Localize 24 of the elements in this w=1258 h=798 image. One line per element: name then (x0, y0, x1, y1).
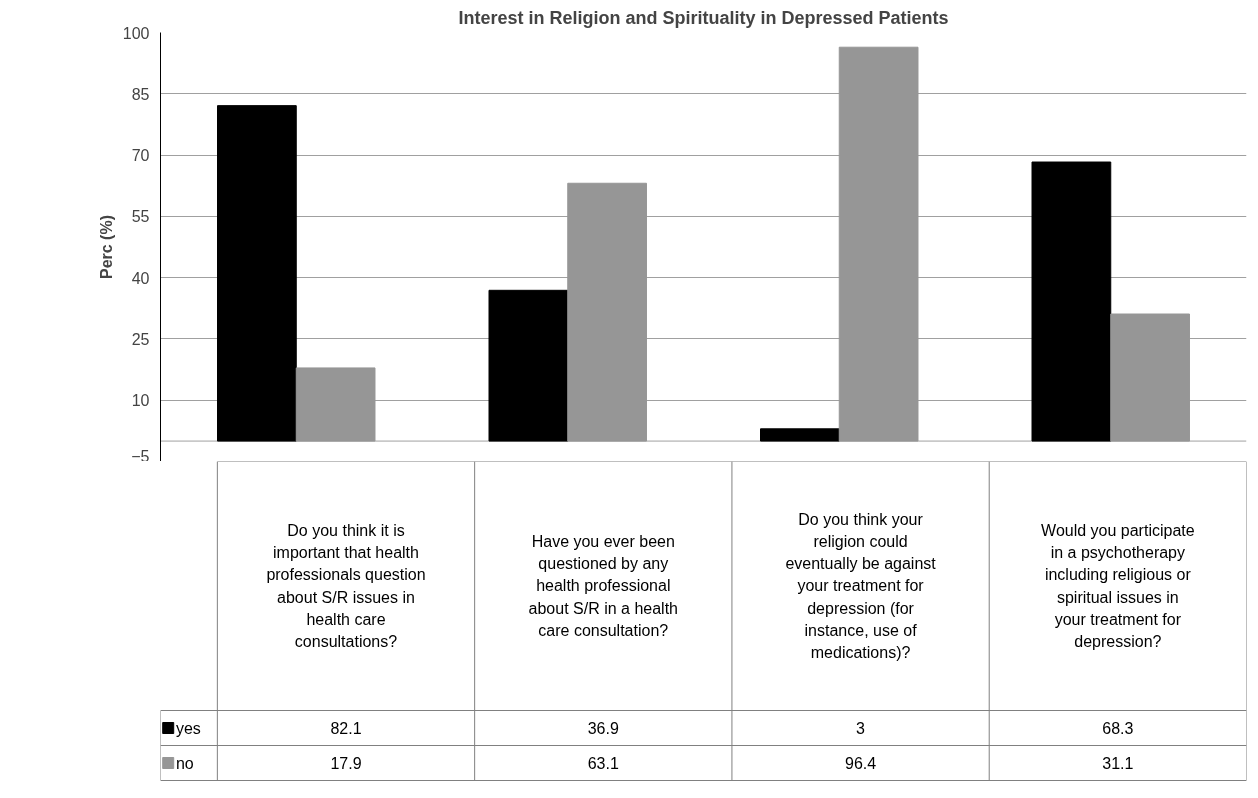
legend-label: no (175, 754, 194, 772)
x-tick-label: Do you think your religion could eventually be against your treatment for depression (for instance, use of medications)? (785, 511, 937, 661)
y-tick-label: 25 (131, 330, 150, 348)
data-label: 96.4 (845, 755, 877, 772)
y-tick-label: 70 (131, 147, 150, 165)
data-label: 68.3 (1102, 720, 1134, 737)
y-tick-label: 85 (131, 85, 150, 103)
y-tick-label: 10 (131, 392, 150, 410)
y-tick-label: −5 (131, 447, 150, 465)
y-tick-label: 100 (122, 24, 150, 42)
chart-title: Interest in Religion and Spirituality in Depressed Patients (458, 7, 949, 28)
legend-label: yes (175, 719, 201, 737)
data-label: 31.1 (1102, 755, 1134, 772)
x-tick-label: Would you participate in a psychotherapy including religious or spiritual issues in your treatment for depression? (1041, 522, 1195, 650)
y-tick-label: 40 (131, 269, 150, 287)
x-tick-label: Do you think it is important that health professionals question about S/R issues in health care consultations? (266, 522, 426, 650)
data-label: 17.9 (330, 755, 362, 772)
data-label: 82.1 (330, 720, 362, 737)
y-tick-label: 55 (131, 208, 150, 226)
data-label: 3 (856, 720, 866, 737)
data-label: 36.9 (587, 720, 619, 737)
y-axis-title: Perc (%) (97, 214, 115, 280)
data-label: 63.1 (587, 755, 619, 772)
x-tick-label: Have you ever been questioned by any health professional about S/R in a health care consultation? (528, 533, 679, 639)
